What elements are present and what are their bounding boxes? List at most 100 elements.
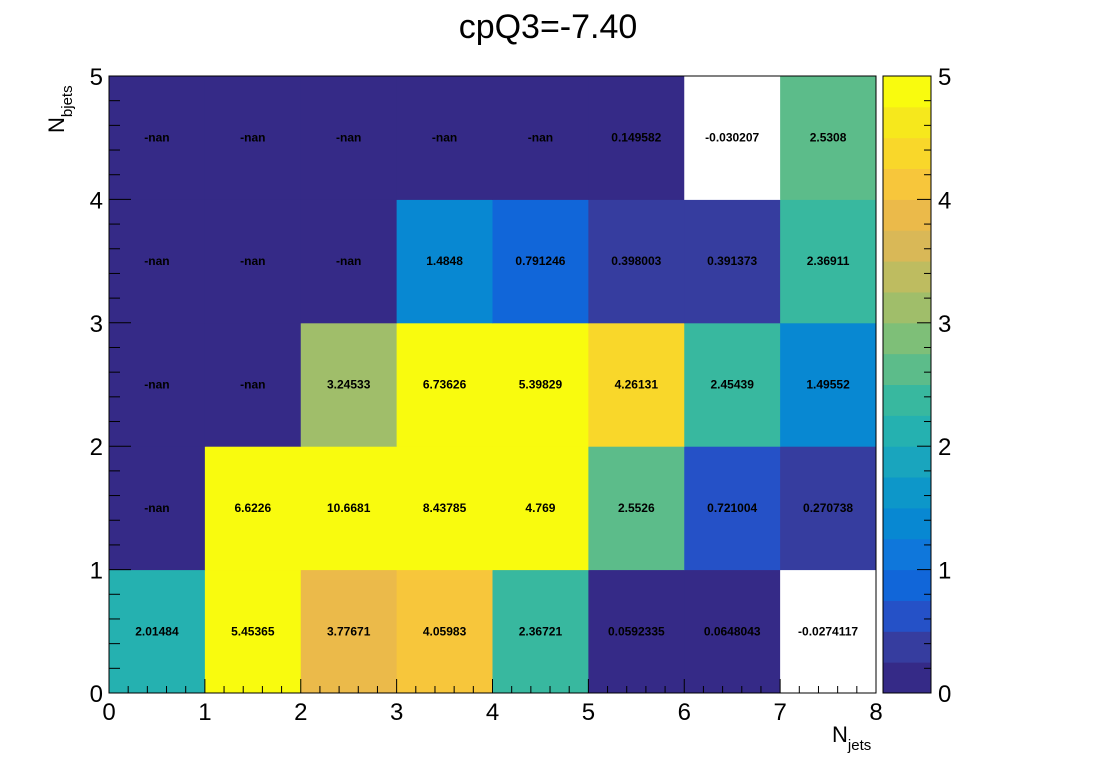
- y-tick-label: 4: [90, 187, 103, 214]
- color-scale-tick-label: 5: [938, 64, 951, 91]
- cell-value-label: 2.36911: [807, 254, 850, 268]
- heatmap-cell: [109, 199, 206, 324]
- heatmap-cell: [204, 322, 302, 447]
- heatmap-cell: [204, 199, 302, 324]
- heatmap-cell: [396, 322, 493, 447]
- cell-value-label: -nan: [432, 131, 457, 145]
- heatmap-cell: [588, 199, 685, 324]
- heatmap-cell: [300, 76, 398, 200]
- y-tick-label: 0: [90, 681, 103, 708]
- color-scale-tick-label: 1: [938, 558, 951, 585]
- color-scale-band: [883, 384, 931, 416]
- heatmap-cell: [300, 446, 398, 571]
- heatmap-cell: [492, 446, 589, 571]
- color-scale-band: [883, 137, 931, 170]
- cell-value-label: -nan: [528, 131, 553, 145]
- color-scale-band: [883, 291, 931, 324]
- heatmap-cell: [588, 569, 685, 694]
- cell-value-label: 0.0592335: [608, 624, 665, 638]
- color-scale-band: [883, 353, 931, 385]
- color-scale-band: [883, 507, 931, 540]
- cell-value-label: 2.5308: [810, 131, 847, 145]
- heatmap-cell: [300, 199, 398, 324]
- cell-value-label: 4.05983: [423, 624, 467, 638]
- heatmap-cells: [109, 76, 877, 694]
- cell-value-label: 4.769: [525, 501, 555, 515]
- x-axis-label-sub: jets: [847, 737, 871, 754]
- color-scale-band: [883, 538, 931, 571]
- heatmap-cell: [300, 322, 398, 447]
- x-axis-label: Njets: [832, 722, 871, 754]
- color-scale-band: [883, 446, 931, 478]
- cell-value-label: 6.6226: [234, 501, 271, 515]
- heatmap-cell: [780, 199, 877, 324]
- heatmap-cell: [204, 569, 302, 694]
- cell-value-label: 2.36721: [519, 624, 563, 638]
- color-scale-band: [883, 569, 931, 601]
- cell-value-label: 1.49552: [806, 378, 850, 392]
- x-tick-label: 7: [773, 699, 786, 726]
- color-scale-band: [883, 322, 931, 355]
- x-tick-label: 8: [869, 699, 882, 726]
- cell-value-label: 10.6681: [327, 501, 371, 515]
- color-scale-band: [883, 415, 931, 447]
- heatmap-cell: [492, 199, 589, 324]
- y-tick-label: 2: [90, 434, 103, 461]
- color-scale-band: [883, 199, 931, 231]
- color-scale: 0 1 2 3 4 5: [883, 64, 951, 708]
- heatmap-cell: [109, 76, 206, 200]
- cell-value-label: 0.149582: [611, 131, 661, 145]
- color-scale-band: [883, 477, 931, 509]
- color-scale-band: [883, 662, 931, 694]
- color-scale-band: [883, 600, 931, 632]
- cell-value-label: 0.398003: [611, 254, 661, 268]
- heatmap-cell: [684, 199, 781, 324]
- color-scale-band: [883, 76, 931, 108]
- color-scale-tick-label: 0: [938, 681, 951, 708]
- color-scale-tick-label: 3: [938, 311, 951, 338]
- cell-value-label: -0.030207: [705, 131, 759, 145]
- y-axis: 0 1 2 3 4 5: [90, 64, 131, 708]
- cell-value-label: 2.45439: [710, 378, 754, 392]
- heatmap-cell: [780, 322, 877, 447]
- heatmap-cell: [684, 569, 781, 694]
- color-scale-band: [883, 261, 931, 293]
- x-tick-label: 5: [582, 699, 595, 726]
- cell-value-label: -nan: [336, 131, 361, 145]
- cell-value-label: 0.270738: [803, 501, 853, 515]
- heatmap-cell: [396, 199, 493, 324]
- cell-value-label: 0.391373: [707, 254, 757, 268]
- y-tick-label: 1: [90, 558, 103, 585]
- color-scale-band: [883, 106, 931, 139]
- color-scale-frame: [882, 75, 932, 694]
- heatmap-cell: [780, 446, 877, 571]
- cell-value-label: -nan: [336, 254, 361, 268]
- y-axis-label: Nbjets: [44, 85, 76, 133]
- heatmap-cell: [396, 76, 493, 200]
- heatmap-cell: [780, 76, 877, 200]
- x-tick-label: 6: [678, 699, 691, 726]
- heatmap-cell: [684, 76, 781, 200]
- heatmap-cell: [204, 76, 302, 200]
- y-tick-label: 5: [90, 64, 103, 91]
- heatmap-cell: [492, 76, 589, 200]
- cell-value-label: -nan: [144, 131, 169, 145]
- heatmap-cell: [684, 322, 781, 447]
- heatmap-cell: [109, 322, 206, 447]
- cell-value-label: -0.0274117: [798, 624, 858, 638]
- heatmap-cell: [300, 569, 398, 694]
- heatmap-cell: [684, 446, 781, 571]
- color-scale-tick-label: 4: [938, 187, 951, 214]
- cell-value-label: 4.26131: [615, 378, 659, 392]
- heatmap-cell: [396, 446, 493, 571]
- color-scale-band: [883, 168, 931, 200]
- y-axis-label-sub: bjets: [59, 85, 76, 117]
- heatmap-cell: [588, 76, 685, 200]
- color-scale-tick-label: 2: [938, 434, 951, 461]
- y-tick-label: 3: [90, 311, 103, 338]
- x-tick-label: 1: [198, 699, 211, 726]
- heatmap-cell: [396, 569, 493, 694]
- x-tick-label: 0: [102, 699, 115, 726]
- cell-value-label: 1.4848: [426, 254, 463, 268]
- cell-value-label: 2.01484: [135, 624, 179, 638]
